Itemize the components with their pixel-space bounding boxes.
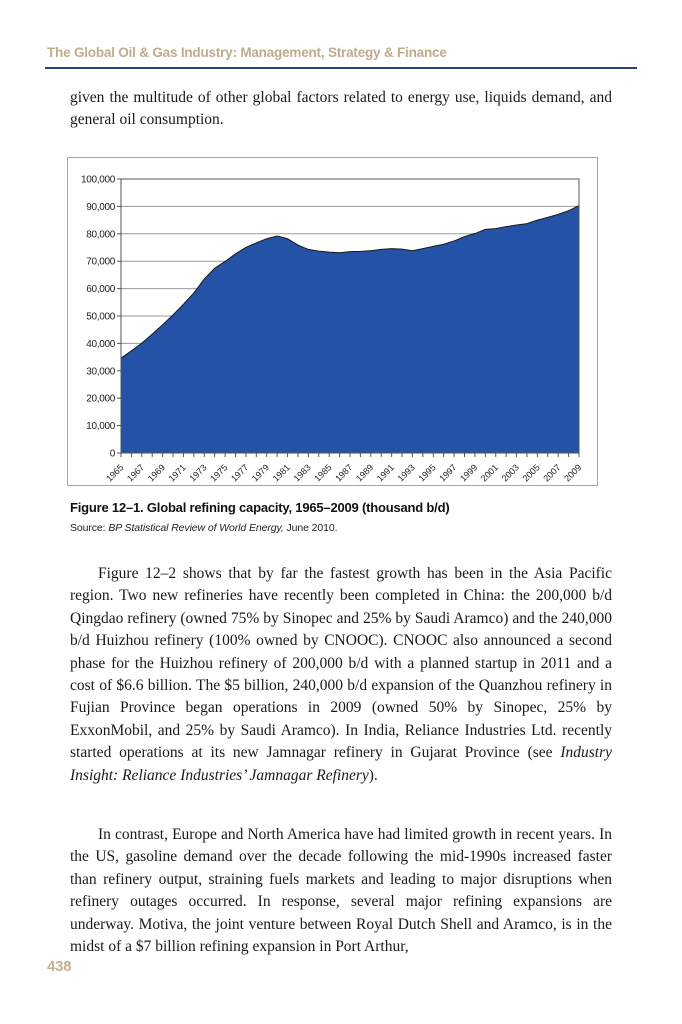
svg-text:10,000: 10,000 [86,421,116,432]
svg-text:70,000: 70,000 [86,257,116,268]
body-paragraph-asia-pacific: Figure 12–2 shows that by far the fastes… [70,565,612,784]
svg-text:40,000: 40,000 [86,339,116,350]
svg-text:80,000: 80,000 [86,229,116,240]
svg-text:60,000: 60,000 [86,284,116,295]
header-rule [45,67,637,69]
svg-text:50,000: 50,000 [86,312,116,323]
intro-paragraph: given the multitude of other global fact… [70,89,612,129]
refining-capacity-area-chart: 0 10,000 20,000 30,000 40,000 50,000 60,000 70,… [81,175,583,484]
svg-text:1981: 1981 [271,462,292,483]
svg-text:1967: 1967 [125,462,146,483]
svg-text:30,000: 30,000 [86,366,116,377]
svg-text:1973: 1973 [187,462,208,483]
svg-text:1991: 1991 [375,462,396,483]
svg-text:100,000: 100,000 [81,175,116,186]
figure-box: 0 10,000 20,000 30,000 40,000 50,000 60,000 70,… [67,157,598,486]
svg-text:1971: 1971 [167,462,188,483]
svg-text:2009: 2009 [562,462,583,483]
svg-text:1985: 1985 [312,462,333,483]
svg-text:1969: 1969 [146,462,167,483]
svg-text:2001: 2001 [479,462,500,483]
svg-text:90,000: 90,000 [86,202,116,213]
svg-text:1987: 1987 [333,462,354,483]
svg-text:1965: 1965 [104,462,125,483]
svg-text:2003: 2003 [500,462,521,483]
svg-text:1975: 1975 [208,462,229,483]
running-head-title: The Global Oil & Gas Industry: Managemen… [47,45,447,60]
svg-text:1979: 1979 [250,462,271,483]
svg-text:1977: 1977 [229,462,250,483]
svg-text:2007: 2007 [541,462,562,483]
body-paragraph-europe-north-america: In contrast, Europe and North America ha… [70,826,612,956]
page-number: 438 [47,958,72,975]
svg-text:1993: 1993 [396,462,417,483]
svg-text:2005: 2005 [521,462,542,483]
figure-source: Source: BP Statistical Review of World E… [70,522,338,534]
figure-caption: Figure 12–1. Global refining capacity, 1… [70,500,450,515]
svg-text:1997: 1997 [437,462,458,483]
svg-text:1999: 1999 [458,462,479,483]
svg-text:1995: 1995 [416,462,437,483]
svg-text:20,000: 20,000 [86,394,116,405]
svg-text:1983: 1983 [292,462,313,483]
svg-text:1989: 1989 [354,462,375,483]
svg-text:0: 0 [110,449,116,460]
